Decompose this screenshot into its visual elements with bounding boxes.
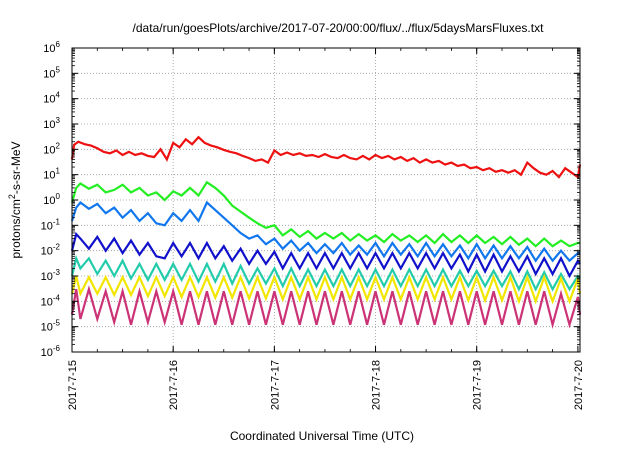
series-line-2 bbox=[70, 180, 580, 248]
y-tick-exponent: 1 bbox=[56, 167, 61, 176]
y-tick-exponent: -3 bbox=[53, 268, 61, 277]
y-tick-label: 10-2 bbox=[41, 243, 61, 258]
y-tick-exponent: -6 bbox=[53, 344, 61, 353]
y-axis-title-sup: 2 bbox=[7, 194, 17, 199]
y-tick-base: 10 bbox=[41, 220, 53, 232]
y-tick-label: 104 bbox=[43, 91, 60, 106]
y-tick-base: 10 bbox=[43, 68, 55, 80]
y-tick-label: 10-1 bbox=[41, 217, 61, 232]
tick-marks bbox=[71, 47, 580, 353]
y-tick-base: 10 bbox=[43, 144, 55, 156]
y-tick-label: 103 bbox=[43, 116, 60, 131]
x-tick-label: 2017-7-19 bbox=[472, 360, 484, 410]
y-tick-label: 10-4 bbox=[41, 293, 61, 308]
x-tick-label: 2017-7-18 bbox=[371, 360, 383, 410]
y-axis-title-prefix: protons/cm bbox=[9, 199, 23, 258]
y-tick-label: 10-6 bbox=[41, 344, 61, 359]
y-tick-exponent: 4 bbox=[56, 91, 61, 100]
y-tick-exponent: -4 bbox=[53, 293, 61, 302]
x-tick-label: 2017-7-15 bbox=[67, 360, 79, 410]
y-tick-base: 10 bbox=[43, 195, 55, 207]
series-line-1 bbox=[70, 135, 582, 179]
series-line-7 bbox=[70, 285, 582, 330]
y-axis-title-suffix: -s-sr-MeV bbox=[9, 141, 23, 194]
series-line-3 bbox=[70, 200, 580, 263]
x-tick-label: 2017-7-20 bbox=[573, 360, 585, 410]
y-axis-title: protons/cm2-s-sr-MeV bbox=[7, 141, 23, 258]
y-tick-base: 10 bbox=[43, 119, 55, 131]
y-tick-exponent: -2 bbox=[53, 243, 61, 252]
x-axis-title: Coordinated Universal Time (UTC) bbox=[230, 429, 414, 443]
y-tick-label: 10-5 bbox=[41, 319, 61, 334]
y-tick-label: 100 bbox=[43, 192, 60, 207]
y-tick-base: 10 bbox=[43, 94, 55, 106]
series-line-5 bbox=[70, 254, 581, 292]
y-tick-exponent: 2 bbox=[56, 141, 61, 150]
y-tick-base: 10 bbox=[41, 296, 53, 308]
y-tick-exponent: 0 bbox=[56, 192, 61, 201]
plot-frame bbox=[71, 47, 581, 353]
y-tick-label: 101 bbox=[43, 167, 60, 182]
series-line-6 bbox=[70, 273, 582, 305]
y-tick-base: 10 bbox=[41, 322, 53, 334]
y-tick-labels: 10-610-510-410-310-210-11001011021031041… bbox=[41, 40, 61, 359]
y-tick-label: 102 bbox=[43, 141, 60, 156]
y-tick-exponent: -5 bbox=[53, 319, 61, 328]
y-tick-base: 10 bbox=[43, 43, 55, 55]
series-line-4 bbox=[70, 231, 581, 279]
y-tick-label: 105 bbox=[43, 65, 60, 80]
y-tick-base: 10 bbox=[41, 271, 53, 283]
y-tick-exponent: -1 bbox=[53, 217, 61, 226]
y-tick-base: 10 bbox=[41, 347, 53, 359]
x-tick-label: 2017-7-17 bbox=[269, 360, 281, 410]
y-tick-exponent: 5 bbox=[56, 65, 61, 74]
series-group bbox=[70, 135, 582, 330]
y-tick-base: 10 bbox=[41, 246, 53, 258]
y-tick-exponent: 6 bbox=[56, 40, 61, 49]
grid bbox=[72, 48, 580, 352]
x-tick-label: 2017-7-16 bbox=[168, 360, 180, 410]
x-tick-labels: 2017-7-15 2017-7-16 2017-7-17 2017-7-18 2017… bbox=[67, 360, 585, 410]
chart-title: /data/run/goesPlots/archive/2017-07-20/0… bbox=[133, 21, 545, 35]
y-tick-label: 10-3 bbox=[41, 268, 61, 283]
y-tick-base: 10 bbox=[43, 170, 55, 182]
y-tick-exponent: 3 bbox=[56, 116, 61, 125]
y-tick-label: 106 bbox=[43, 40, 60, 55]
